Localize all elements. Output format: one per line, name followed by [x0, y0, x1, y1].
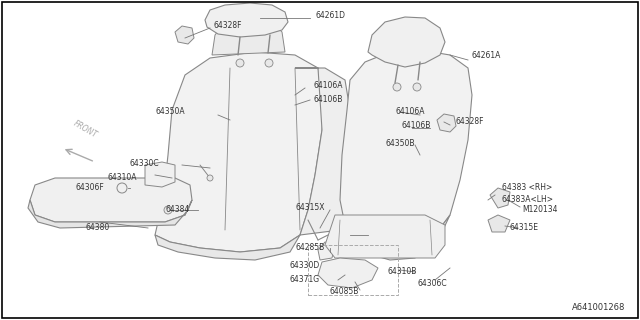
- Polygon shape: [30, 178, 192, 222]
- Text: 64383A<LH>: 64383A<LH>: [502, 196, 554, 204]
- Text: 64285B: 64285B: [296, 244, 325, 252]
- Circle shape: [413, 83, 421, 91]
- Text: 64106B: 64106B: [402, 122, 431, 131]
- Text: 64315X: 64315X: [295, 204, 324, 212]
- Polygon shape: [325, 215, 445, 258]
- Text: 64328F: 64328F: [455, 117, 483, 126]
- Polygon shape: [212, 17, 285, 55]
- Text: 64330D: 64330D: [290, 260, 320, 269]
- Polygon shape: [145, 162, 175, 187]
- Text: 64261A: 64261A: [472, 51, 501, 60]
- Text: A641001268: A641001268: [572, 303, 625, 312]
- Text: 64306F: 64306F: [75, 182, 104, 191]
- Text: FRONT: FRONT: [72, 119, 99, 140]
- Text: 64330C: 64330C: [130, 158, 159, 167]
- Polygon shape: [342, 215, 450, 260]
- Polygon shape: [155, 235, 300, 260]
- Polygon shape: [318, 242, 335, 260]
- Text: 64106A: 64106A: [313, 82, 342, 91]
- Text: 64371G: 64371G: [290, 276, 320, 284]
- Text: 64383 <RH>: 64383 <RH>: [502, 183, 552, 193]
- Bar: [308, 245, 398, 295]
- Circle shape: [393, 83, 401, 91]
- Text: M120134: M120134: [522, 205, 557, 214]
- Polygon shape: [155, 52, 325, 252]
- Text: 64306C: 64306C: [418, 278, 447, 287]
- Text: 64384: 64384: [165, 205, 189, 214]
- Polygon shape: [28, 200, 192, 228]
- Circle shape: [265, 59, 273, 67]
- Polygon shape: [437, 114, 456, 132]
- Circle shape: [117, 183, 127, 193]
- Text: 64106B: 64106B: [313, 94, 342, 103]
- Polygon shape: [295, 68, 352, 235]
- Circle shape: [164, 206, 172, 214]
- Text: 64350A: 64350A: [155, 108, 184, 116]
- Text: 64106A: 64106A: [395, 108, 424, 116]
- Text: 64350B: 64350B: [385, 139, 415, 148]
- Polygon shape: [340, 50, 472, 245]
- Polygon shape: [490, 188, 510, 208]
- Text: 64315E: 64315E: [510, 223, 539, 233]
- Polygon shape: [488, 215, 510, 232]
- Text: 64310A: 64310A: [108, 172, 138, 181]
- Polygon shape: [318, 258, 378, 288]
- Polygon shape: [205, 3, 288, 37]
- Polygon shape: [368, 17, 445, 67]
- Text: 64380: 64380: [85, 223, 109, 233]
- Circle shape: [207, 175, 213, 181]
- Text: 64261D: 64261D: [315, 11, 345, 20]
- Polygon shape: [175, 26, 194, 44]
- Text: 64085B: 64085B: [330, 287, 360, 297]
- Text: 64310B: 64310B: [388, 268, 417, 276]
- Circle shape: [236, 59, 244, 67]
- Text: 64328F: 64328F: [213, 20, 241, 29]
